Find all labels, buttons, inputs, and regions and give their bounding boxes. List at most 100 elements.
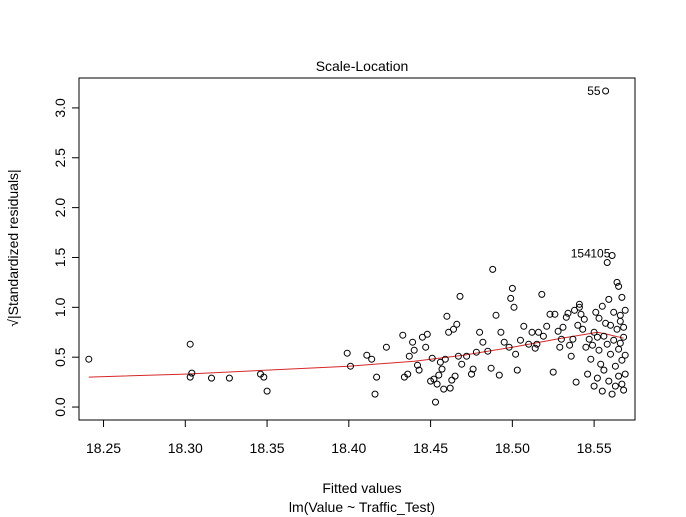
smooth-curve-group [88, 331, 624, 378]
data-point [611, 362, 619, 370]
x-tick-label: 18.25 [86, 440, 121, 456]
data-point [621, 370, 629, 378]
data-point [436, 358, 444, 366]
data-point [605, 295, 613, 303]
data-point [611, 382, 619, 390]
data-point [607, 350, 614, 358]
data-point [489, 265, 497, 273]
data-point [566, 341, 574, 349]
data-point [422, 343, 430, 351]
data-point [620, 333, 628, 341]
data-point [564, 309, 572, 317]
data-point [415, 366, 423, 374]
data-point [616, 317, 624, 325]
data-point [508, 284, 516, 292]
data-point [603, 259, 611, 266]
data-point [618, 356, 626, 364]
data-point [602, 87, 610, 95]
data-point [618, 380, 626, 388]
data-point [593, 333, 601, 341]
point-label: 55 [587, 84, 601, 98]
data-point [572, 378, 580, 386]
x-axis-label: Fitted values [322, 480, 401, 496]
data-point [574, 321, 582, 329]
y-tick-label: 1.5 [52, 248, 68, 268]
data-point [543, 322, 551, 330]
data-point [368, 355, 376, 363]
y-tick-label: 0.0 [52, 397, 68, 417]
y-tick-label: 1.0 [52, 297, 68, 317]
x-tick-label: 18.55 [577, 440, 612, 456]
data-point [423, 330, 431, 338]
data-point [458, 360, 466, 368]
data-point [450, 325, 457, 333]
data-point [575, 303, 583, 311]
data-point [595, 346, 603, 354]
data-point [505, 343, 513, 351]
data-point [608, 252, 616, 259]
data-point [592, 308, 600, 316]
data-point [587, 355, 595, 363]
data-point [438, 365, 446, 373]
data-point [621, 306, 629, 314]
data-point [456, 292, 464, 300]
data-point [615, 282, 623, 290]
data-point [618, 293, 626, 301]
data-point [382, 343, 390, 351]
data-point [615, 372, 623, 380]
data-point [409, 338, 417, 346]
data-point [605, 377, 613, 385]
y-tick-label: 2.0 [52, 198, 68, 218]
x-tick-label: 18.45 [413, 440, 448, 456]
data-point [435, 371, 443, 379]
data-point [551, 310, 559, 318]
data-point [589, 341, 596, 349]
data-point [428, 354, 436, 362]
data-point [517, 336, 524, 344]
data-point [620, 323, 628, 331]
data-point [405, 352, 413, 360]
data-point [404, 370, 412, 378]
data-point [454, 352, 462, 360]
data-point [430, 375, 438, 383]
data-point [549, 368, 557, 376]
data-point [616, 339, 624, 347]
data-point [497, 328, 505, 336]
data-point [468, 370, 475, 378]
data-point [600, 366, 608, 374]
data-point [476, 328, 484, 336]
data-point [448, 376, 456, 384]
data-point [559, 323, 567, 331]
data-point [487, 364, 495, 372]
data-point [513, 366, 521, 374]
data-point [575, 300, 583, 308]
data-point [621, 351, 629, 359]
data-point [556, 343, 564, 351]
x-tick-label: 18.30 [168, 440, 203, 456]
data-point [410, 346, 418, 354]
data-point [546, 310, 554, 318]
data-point [616, 311, 624, 319]
data-point [603, 340, 611, 348]
data-point [492, 311, 500, 319]
point-label: 154 [571, 246, 591, 260]
data-point [186, 373, 194, 381]
data-point [343, 349, 351, 357]
data-point [263, 387, 271, 395]
data-point [557, 335, 565, 343]
point-annotations: 55 154 105 [571, 84, 611, 261]
data-point [453, 320, 461, 328]
data-point [538, 290, 546, 298]
data-point [580, 315, 588, 323]
data-point [598, 302, 606, 310]
data-point [595, 314, 603, 322]
data-point [472, 348, 480, 356]
data-point [567, 352, 575, 360]
x-axis: 18.25 18.30 18.35 18.40 18.45 18.50 18.55 [86, 419, 612, 456]
data-point [440, 385, 448, 393]
data-point [528, 328, 536, 336]
data-point [615, 345, 623, 353]
data-point [562, 313, 570, 321]
data-point [469, 365, 477, 373]
x-tick-label: 18.40 [331, 440, 366, 456]
